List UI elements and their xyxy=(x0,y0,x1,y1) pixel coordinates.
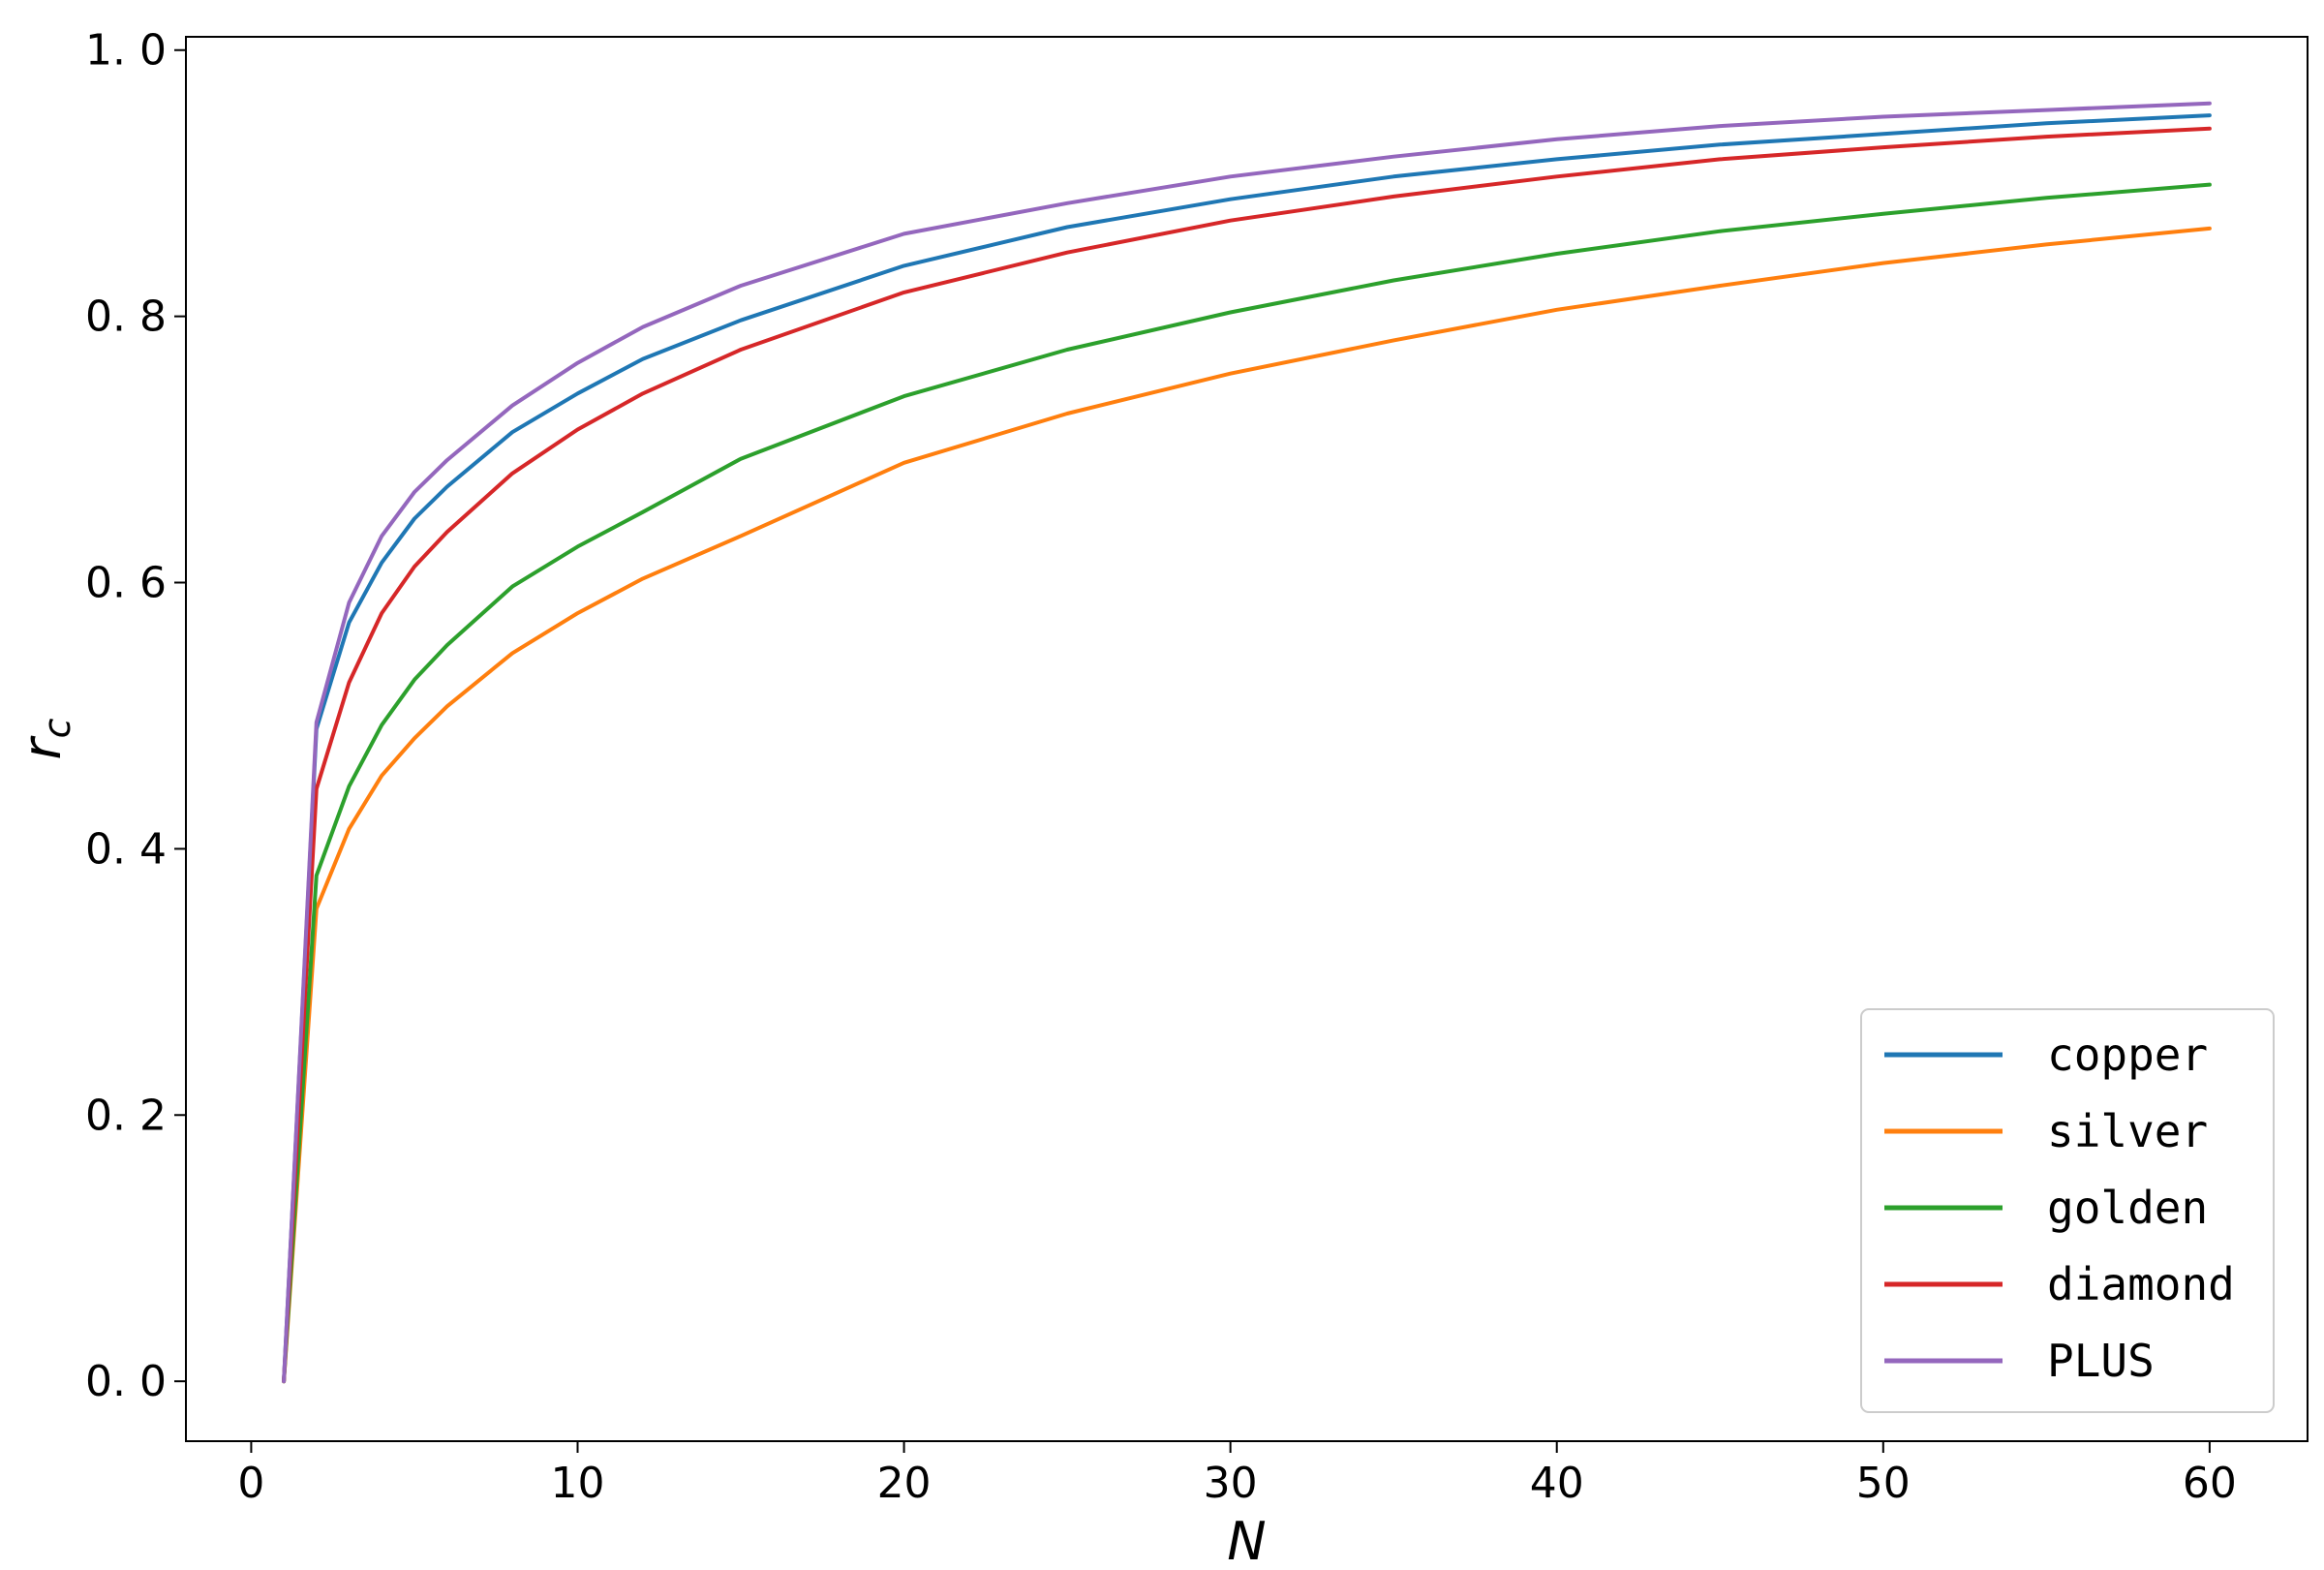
series-line-plus xyxy=(282,101,2212,1384)
legend-label: diamond xyxy=(2047,1258,2235,1310)
legend-box xyxy=(1860,1008,2275,1413)
legend-items: copper silver golden diamond PLUS xyxy=(1884,1029,2235,1387)
y-tick-label: 0. 6 xyxy=(85,559,167,608)
legend-label: copper xyxy=(2047,1029,2208,1081)
y-axis-label-subscript: c xyxy=(36,718,78,738)
legend-item-copper: copper xyxy=(1884,1029,2208,1081)
legend-label: silver xyxy=(2047,1105,2208,1157)
legend-item-golden: golden xyxy=(1884,1182,2208,1234)
x-tick-label: 20 xyxy=(877,1459,932,1508)
series-line-diamond xyxy=(282,126,2212,1384)
y-tick-label: 0. 8 xyxy=(85,292,167,342)
series-line-golden xyxy=(282,182,2212,1384)
series-line-silver xyxy=(282,226,2212,1384)
x-tick-label: 40 xyxy=(1530,1459,1584,1508)
legend: copper silver golden diamond PLUS xyxy=(1860,1008,2275,1413)
legend-label: PLUS xyxy=(2047,1335,2155,1387)
x-tick-label: 50 xyxy=(1856,1459,1911,1508)
y-axis-label-main: r xyxy=(12,736,73,760)
series-line-copper xyxy=(282,113,2212,1384)
y-axis-label: rc xyxy=(12,718,78,759)
y-tick-label: 1. 0 xyxy=(85,26,167,76)
legend-item-diamond: diamond xyxy=(1884,1258,2235,1310)
x-tick-label: 60 xyxy=(2183,1459,2237,1508)
x-tick-label: 10 xyxy=(550,1459,604,1508)
x-axis-label: N xyxy=(1227,1511,1266,1570)
y-tick-label: 0. 4 xyxy=(85,824,167,874)
x-tick-label: 30 xyxy=(1204,1459,1258,1508)
x-ticks: 0 10 20 30 40 50 60 xyxy=(237,1441,2237,1508)
legend-label: golden xyxy=(2047,1182,2208,1234)
y-tick-label: 0. 0 xyxy=(85,1357,167,1406)
y-ticks: 0. 0 0. 2 0. 4 0. 6 0. 8 1. 0 xyxy=(85,26,186,1406)
legend-item-silver: silver xyxy=(1884,1105,2208,1157)
series-layer xyxy=(282,101,2212,1384)
y-tick-label: 0. 2 xyxy=(85,1091,167,1140)
legend-item-plus: PLUS xyxy=(1884,1335,2155,1387)
x-tick-label: 0 xyxy=(237,1459,264,1508)
